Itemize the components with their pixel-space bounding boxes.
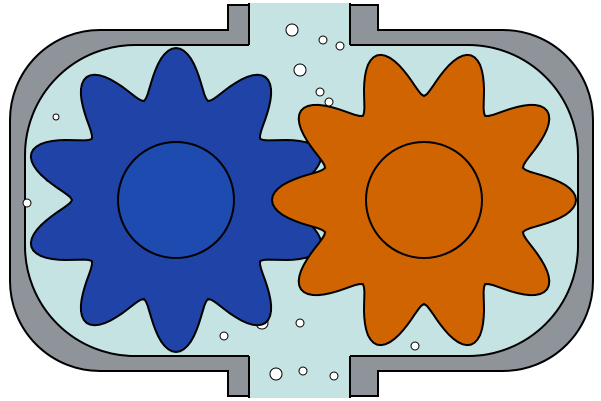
- right-gear: [270, 53, 578, 347]
- bubble: [295, 318, 305, 328]
- port-walls: [248, 3, 351, 398]
- bubble: [285, 23, 299, 37]
- bubble: [269, 367, 283, 381]
- bubble: [410, 341, 420, 351]
- bubble: [293, 63, 307, 77]
- right-gear-hub: [365, 141, 483, 259]
- bubble: [335, 41, 345, 51]
- bubble: [298, 366, 308, 376]
- bubble: [219, 331, 229, 341]
- outlet-port: [249, 3, 350, 51]
- left-gear: [29, 46, 323, 354]
- bubble: [324, 97, 334, 107]
- left-gear-hub: [117, 141, 235, 259]
- bubble: [318, 35, 328, 45]
- bubble: [22, 198, 32, 208]
- bubble: [52, 113, 60, 121]
- bubble: [329, 371, 339, 381]
- bubble: [315, 87, 325, 97]
